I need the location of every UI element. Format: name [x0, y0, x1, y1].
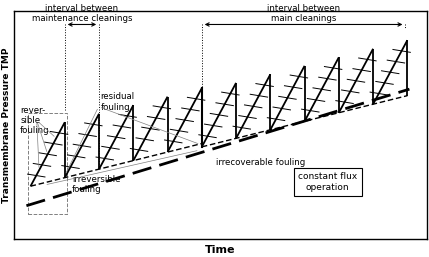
Text: interval between
maintenance cleanings: interval between maintenance cleanings — [32, 4, 132, 23]
Text: constant flux
operation: constant flux operation — [298, 172, 357, 192]
Text: interval between
main cleanings: interval between main cleanings — [267, 4, 340, 23]
X-axis label: Time: Time — [205, 245, 236, 255]
Text: irreversible
fouling: irreversible fouling — [72, 175, 120, 194]
Text: residual
fouling: residual fouling — [101, 93, 135, 112]
Text: irrecoverable fouling: irrecoverable fouling — [216, 158, 305, 167]
Y-axis label: Transmembrane Pressure TMP: Transmembrane Pressure TMP — [2, 47, 11, 203]
Bar — [28, 113, 67, 214]
Text: rever-
sible
fouling: rever- sible fouling — [20, 106, 50, 135]
